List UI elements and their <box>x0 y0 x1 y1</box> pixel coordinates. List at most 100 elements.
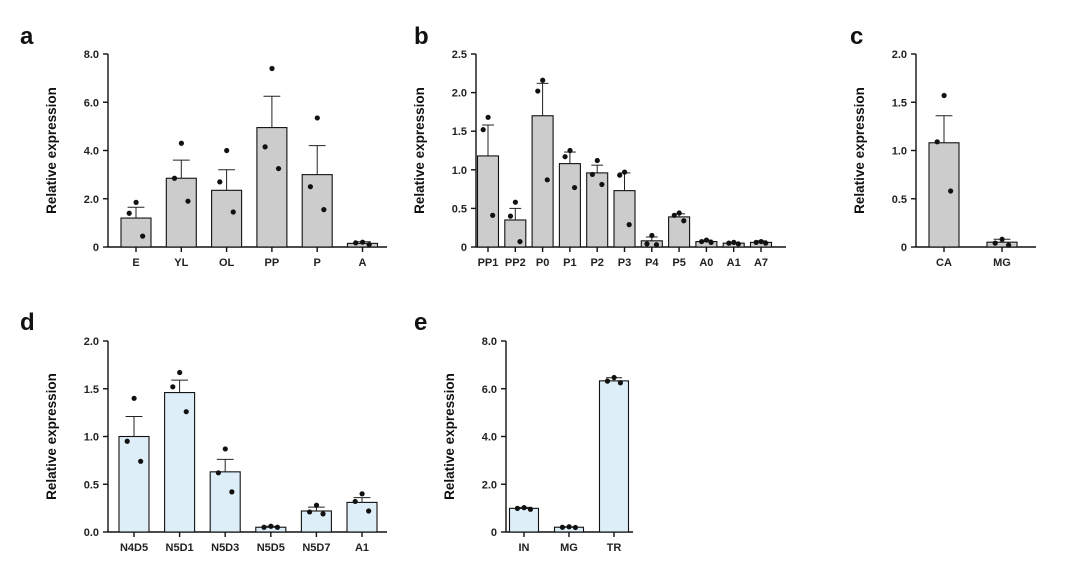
x-tick-label: OL <box>219 257 235 269</box>
data-point <box>224 147 230 154</box>
bar-ol <box>211 189 243 248</box>
x-tick-label: PP <box>265 257 280 269</box>
data-point <box>681 218 687 224</box>
x-tick-label: A7 <box>754 257 768 269</box>
data-point <box>644 241 650 247</box>
y-tick-label: 2.5 <box>452 49 467 61</box>
y-tick-label: 2.0 <box>452 88 467 100</box>
x-tick-label: P1 <box>563 257 576 269</box>
y-tick-label: 6.0 <box>482 384 497 396</box>
data-point <box>480 127 486 133</box>
x-tick-label: MG <box>560 542 578 554</box>
x-tick-label: TR <box>607 542 622 554</box>
data-point <box>653 242 660 248</box>
x-tick-label: N5D1 <box>166 542 194 554</box>
x-tick-label: A1 <box>727 257 741 269</box>
y-tick-label: 2.0 <box>84 194 99 206</box>
data-point <box>999 236 1005 242</box>
data-point <box>540 77 546 83</box>
data-point <box>535 88 541 94</box>
data-point <box>131 395 137 401</box>
bar-pp2 <box>504 219 527 248</box>
bar-in <box>508 507 540 533</box>
data-point <box>604 378 611 384</box>
bar-ca <box>928 142 960 248</box>
bar-p1 <box>558 163 581 248</box>
x-tick-label: P <box>314 257 321 269</box>
x-tick-label: YL <box>174 257 188 269</box>
data-point <box>352 498 358 505</box>
data-point <box>559 524 566 530</box>
data-point <box>229 489 235 495</box>
x-tick-label: MG <box>993 257 1011 269</box>
data-point <box>567 147 573 154</box>
y-tick-label: 0 <box>93 242 99 254</box>
data-point <box>753 239 759 245</box>
x-tick-label: N5D5 <box>257 542 285 554</box>
data-point <box>934 139 940 145</box>
bar-tr <box>598 380 630 533</box>
y-tick-label: 1.5 <box>84 384 99 396</box>
data-point <box>222 446 228 452</box>
bar-yl <box>165 177 197 248</box>
x-tick-label: P2 <box>590 257 603 269</box>
data-point <box>735 241 741 247</box>
data-point <box>490 212 496 218</box>
x-tick-label: P4 <box>645 257 659 269</box>
data-point <box>1006 242 1012 248</box>
y-tick-label: 1.0 <box>84 432 99 444</box>
panel-b: b Relative expression 0 0.5 1.0 1.5 2.0 2.5 PP1 P… <box>412 23 786 269</box>
data-point <box>617 172 623 178</box>
x-tick-label: IN <box>519 542 530 554</box>
y-tick-label: 8.0 <box>84 49 99 61</box>
data-point <box>261 524 267 530</box>
x-tick-label: P5 <box>672 257 685 269</box>
y-tick-label: 1.5 <box>452 126 467 138</box>
data-point <box>527 506 534 512</box>
bar-mg <box>986 241 1018 248</box>
data-point <box>626 222 632 228</box>
data-point <box>562 154 568 160</box>
data-point <box>517 238 523 245</box>
data-point <box>671 212 677 218</box>
y-tick-label: 2.0 <box>84 336 99 348</box>
y-axis-title: Relative expression <box>412 87 427 214</box>
x-tick-label: A1 <box>355 542 369 554</box>
data-point <box>183 409 189 415</box>
data-point <box>521 505 527 511</box>
y-tick-label: 1.0 <box>892 146 907 158</box>
panel-c: c Relative expression 0 0.5 1.0 1.5 2.0 CA MG <box>850 23 1036 269</box>
data-point <box>571 184 578 191</box>
data-point <box>313 502 320 508</box>
x-tick-label: A <box>359 257 367 269</box>
y-axis-title: Relative expression <box>44 373 59 500</box>
data-point <box>274 524 281 530</box>
y-tick-label: 6.0 <box>84 97 99 109</box>
y-tick-label: 0 <box>901 242 907 254</box>
data-point <box>133 199 139 205</box>
data-point <box>140 233 146 239</box>
bar-a1 <box>346 501 378 533</box>
y-axis-title: Relative expression <box>442 373 457 500</box>
panel-letter: e <box>414 309 427 336</box>
y-tick-label: 0.5 <box>84 479 99 491</box>
bar-p5 <box>668 216 691 248</box>
data-point <box>948 188 954 194</box>
data-point <box>992 240 998 246</box>
data-point <box>307 509 313 515</box>
data-point <box>676 210 682 216</box>
bar-p <box>301 174 333 248</box>
data-point <box>731 239 737 245</box>
data-point <box>758 238 764 245</box>
data-point <box>268 523 274 529</box>
data-point <box>321 207 327 213</box>
data-point <box>126 210 132 216</box>
data-point <box>544 177 550 183</box>
data-point <box>360 239 366 245</box>
bar-p0 <box>531 115 554 248</box>
y-tick-label: 2.0 <box>482 479 497 491</box>
data-point <box>366 241 372 248</box>
data-point <box>353 240 359 246</box>
panel-e: e Relative expression 0 2.0 4.0 6.0 8.0 IN MG TR <box>414 309 633 554</box>
data-point <box>698 238 705 245</box>
